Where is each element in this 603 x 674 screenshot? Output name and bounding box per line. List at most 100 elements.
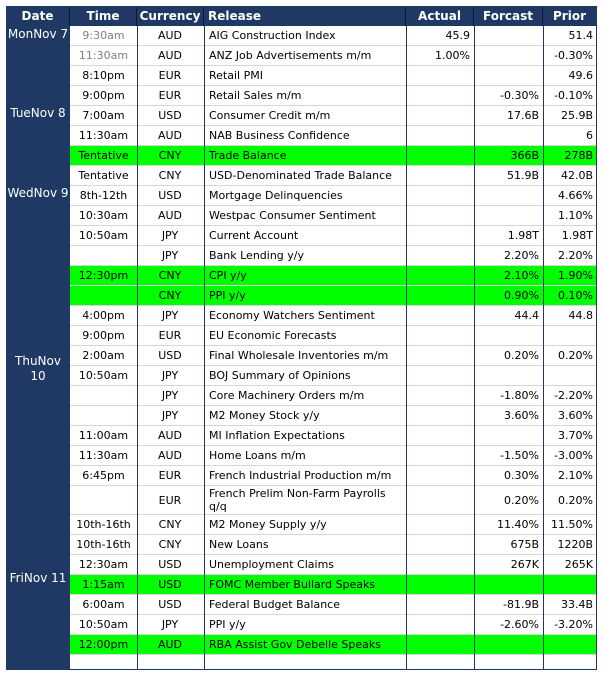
table-row: 10th-16th CNY M2 Money Supply y/y 11.40% 11.…: [70, 515, 597, 535]
release-forecast: [474, 366, 543, 385]
release-name: Home Loans m/m: [209, 449, 306, 462]
release-forecast: 51.9B: [506, 169, 539, 182]
release-name: EU Economic Forecasts: [209, 329, 337, 342]
release-currency: JPY: [161, 618, 179, 631]
release-forecast: 0.90%: [504, 289, 539, 302]
date-label: WedNov 9: [7, 186, 69, 200]
release-actual: [406, 106, 474, 125]
release-time: 11:30am: [78, 449, 129, 462]
release-forecast: -2.60%: [500, 618, 539, 631]
column-divider: [406, 26, 407, 670]
table-row: 2:00am USD Final Wholesale Inventories m/m…: [70, 346, 597, 366]
release-forecast: 0.20%: [504, 349, 539, 362]
table-row: 10:50am JPY PPI y/y -2.60% -3.20%: [70, 615, 597, 635]
release-prior: 1220B: [557, 538, 593, 551]
release-prior: -0.10%: [554, 89, 593, 102]
release-forecast: [474, 126, 543, 145]
table-row: 12:30am USD Unemployment Claims 267K 265K: [70, 555, 597, 575]
release-currency: USD: [158, 109, 182, 122]
release-time: 10:50am: [78, 618, 129, 631]
release-actual: [406, 66, 474, 85]
release-name: Consumer Credit m/m: [209, 109, 331, 122]
release-actual: 45.9: [445, 29, 471, 42]
release-forecast: 366B: [510, 149, 539, 162]
release-prior: [543, 635, 597, 654]
release-currency: USD: [158, 349, 182, 362]
release-actual: 1.00%: [435, 49, 470, 62]
release-name: New Loans: [209, 538, 269, 551]
release-actual: [406, 386, 474, 405]
table-row: Tentative CNY Trade Balance 366B 278B: [70, 146, 597, 166]
release-time: 12:30pm: [78, 269, 129, 282]
column-divider: [204, 26, 205, 670]
release-forecast: [474, 426, 543, 445]
release-forecast: [474, 46, 543, 65]
release-time: [70, 486, 137, 514]
column-divider: [543, 26, 544, 670]
release-forecast: 1.98T: [507, 229, 539, 242]
release-currency: AUD: [157, 29, 183, 42]
release-currency: EUR: [158, 329, 182, 342]
release-currency: EUR: [158, 469, 182, 482]
release-currency: JPY: [161, 309, 179, 322]
release-time: 10th-16th: [76, 538, 131, 551]
table-row: Tentative CNY USD-Denominated Trade Balanc…: [70, 166, 597, 186]
release-time: 12:00pm: [78, 638, 129, 651]
release-currency: CNY: [158, 289, 182, 302]
release-currency: AUD: [157, 638, 183, 651]
release-currency: AUD: [157, 429, 183, 442]
release-time: 9:30am: [82, 29, 125, 42]
release-prior: 1.98T: [561, 229, 593, 242]
release-name: USD-Denominated Trade Balance: [209, 169, 392, 182]
release-name: AIG Construction Index: [209, 29, 336, 42]
release-actual: [406, 86, 474, 105]
release-actual: [406, 446, 474, 465]
release-time: 10:50am: [78, 229, 129, 242]
release-forecast: 17.6B: [506, 109, 539, 122]
release-time: 9:00pm: [82, 89, 125, 102]
header-release: Release: [204, 6, 406, 26]
release-time: 10th-16th: [76, 518, 131, 531]
release-actual: [406, 146, 474, 165]
release-actual: [406, 126, 474, 145]
release-time: [70, 406, 137, 425]
release-time: [70, 386, 137, 405]
table-row: 9:00pm EUR Retail Sales m/m -0.30% -0.10%: [70, 86, 597, 106]
release-actual: [406, 575, 474, 594]
release-time: 10:30am: [78, 209, 129, 222]
table-row: JPY M2 Money Stock y/y 3.60% 3.60%: [70, 406, 597, 426]
release-prior: 278B: [564, 149, 593, 162]
release-actual: [406, 426, 474, 445]
release-forecast: -0.30%: [500, 89, 539, 102]
release-currency: CNY: [158, 269, 182, 282]
release-currency: AUD: [157, 129, 183, 142]
table-row: JPY Bank Lending y/y 2.20% 2.20%: [70, 246, 597, 266]
release-name: Final Wholesale Inventories m/m: [209, 349, 389, 362]
release-prior: -3.20%: [554, 618, 593, 631]
release-currency: CNY: [158, 169, 182, 182]
release-name: RBA Assist Gov Debelle Speaks: [209, 638, 381, 651]
release-currency: JPY: [161, 389, 179, 402]
release-name: PPI y/y: [209, 289, 246, 302]
table-row: CNY PPI y/y 0.90% 0.10%: [70, 286, 597, 306]
release-forecast: [474, 575, 543, 594]
release-actual: [406, 635, 474, 654]
release-currency: JPY: [161, 249, 179, 262]
release-prior: 44.8: [568, 309, 594, 322]
header-time: Time: [70, 6, 137, 26]
release-currency: CNY: [158, 518, 182, 531]
table-row: 10:50am JPY Current Account 1.98T 1.98T: [70, 226, 597, 246]
release-actual: [406, 406, 474, 425]
release-name: French Industrial Production m/m: [209, 469, 392, 482]
header-currency: Currency: [137, 6, 204, 26]
header-date: Date: [6, 6, 70, 26]
release-prior: 4.66%: [558, 189, 593, 202]
release-actual: [406, 486, 474, 514]
release-time: 9:00pm: [82, 329, 125, 342]
release-time: 4:00pm: [82, 309, 125, 322]
release-time: 10:50am: [78, 369, 129, 382]
table-row: 11:00am AUD MI Inflation Expectations 3.70%: [70, 426, 597, 446]
release-currency: EUR: [158, 89, 182, 102]
release-time: 1:15am: [82, 578, 125, 591]
table-row: 8:10pm EUR Retail PMI 49.6: [70, 66, 597, 86]
